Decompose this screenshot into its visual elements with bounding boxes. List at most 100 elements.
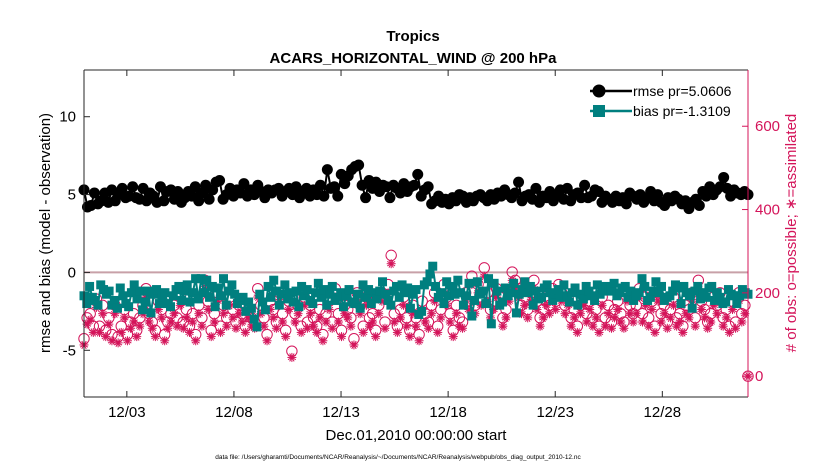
- bias-point: [185, 297, 195, 307]
- rmse-point: [422, 181, 434, 193]
- bias-point: [138, 305, 148, 315]
- bias-point: [394, 292, 404, 302]
- bias-point: [453, 275, 463, 285]
- bias-point: [581, 281, 591, 291]
- obs-assimilated-point: [157, 313, 167, 323]
- bias-point: [152, 285, 162, 295]
- rmse-point: [620, 198, 632, 210]
- bias-point: [458, 300, 468, 310]
- bias-point: [280, 280, 290, 290]
- bias-point: [620, 281, 630, 291]
- bias-point: [157, 292, 167, 302]
- obs-assimilated-point: [268, 313, 278, 323]
- bias-point: [486, 319, 496, 329]
- rmse-point: [314, 179, 326, 191]
- bias-point: [417, 306, 427, 316]
- obs-assimilated-point: [411, 321, 421, 331]
- bias-point: [492, 286, 502, 296]
- obs-assimilated-point: [566, 321, 576, 331]
- obs-assimilated-point: [551, 305, 561, 315]
- obs-assimilated-point: [278, 317, 288, 327]
- bias-point: [179, 286, 189, 296]
- bias-point: [277, 289, 287, 299]
- obs-assimilated-point: [520, 300, 530, 310]
- bias-point: [341, 291, 351, 301]
- bias-point: [698, 288, 708, 298]
- bias-point: [721, 297, 731, 307]
- bias-point: [456, 288, 466, 298]
- bias-point: [90, 295, 100, 305]
- bias-point: [221, 300, 231, 310]
- bias-point: [177, 295, 187, 305]
- obs-assimilated-point: [684, 313, 694, 323]
- bias-point: [447, 281, 457, 291]
- bias-point: [484, 274, 494, 284]
- obs-assimilated-point: [98, 309, 108, 319]
- bias-point: [640, 281, 650, 291]
- bias-point: [333, 292, 343, 302]
- bias-point: [537, 292, 547, 302]
- bias-point: [255, 289, 265, 299]
- y-ticks-right: 0 200 400 600: [742, 118, 780, 385]
- bias-point: [436, 288, 446, 298]
- obs-assimilated-point: [389, 317, 399, 327]
- bias-point: [470, 295, 480, 305]
- bias-point: [272, 286, 282, 296]
- bias-point: [545, 288, 555, 298]
- rmse-point: [203, 193, 215, 205]
- bias-point: [297, 281, 307, 291]
- bias-point: [629, 295, 639, 305]
- obs-assimilated-point: [591, 313, 601, 323]
- obs-assimilated-point: [228, 313, 238, 323]
- bias-point: [509, 278, 519, 288]
- obs-assimilated-point: [343, 313, 353, 323]
- bias-point: [336, 288, 346, 298]
- bias-point: [609, 278, 619, 288]
- bias-point: [634, 288, 644, 298]
- obs-assimilated-point: [458, 323, 468, 333]
- obs-assimilated-point: [132, 332, 142, 342]
- bias-point: [378, 277, 388, 287]
- obs-assimilated-point: [644, 321, 654, 331]
- bias-point: [263, 281, 273, 291]
- bias-point: [623, 292, 633, 302]
- obs-assimilated-point: [638, 317, 648, 327]
- obs-assimilated-point: [423, 323, 433, 333]
- obs-assimilated-point: [113, 338, 123, 348]
- rmse-point: [332, 190, 344, 202]
- bias-point: [710, 295, 720, 305]
- rmse-point: [513, 176, 525, 188]
- obs-assimilated-point: [675, 317, 685, 327]
- bias-point: [428, 261, 438, 271]
- bias-point: [562, 291, 572, 301]
- legend: rmse pr=5.0606 bias pr=-1.3109: [586, 77, 744, 123]
- x-ticks: 12/03 12/08 12/13 12/18 12/23 12/28: [108, 70, 681, 421]
- obs-assimilated-point: [178, 323, 188, 333]
- bias-point: [283, 294, 293, 304]
- obs-assimilated-point: [327, 323, 337, 333]
- x-tick-label: 12/13: [322, 404, 360, 421]
- bias-point: [246, 303, 256, 313]
- bias-point: [188, 288, 198, 298]
- bias-point: [497, 297, 507, 307]
- bias-point: [143, 286, 153, 296]
- bias-point: [182, 280, 192, 290]
- rmse-point: [579, 179, 591, 191]
- bias-point: [559, 280, 569, 290]
- bias-point: [693, 281, 703, 291]
- bias-point: [564, 297, 574, 307]
- x-tick-label: 12/18: [429, 404, 467, 421]
- bias-point: [400, 288, 410, 298]
- y-tick-label-right: 200: [755, 285, 780, 302]
- obs-assimilated-point: [656, 317, 666, 327]
- bias-point: [500, 283, 510, 293]
- obs-assimilated-point: [588, 321, 598, 331]
- obs-assimilated-point: [724, 327, 734, 337]
- x-tick-label: 12/08: [215, 404, 253, 421]
- bias-point: [531, 286, 541, 296]
- bias-point: [450, 289, 460, 299]
- obs-assimilated-point: [166, 317, 176, 327]
- bias-point: [238, 292, 248, 302]
- bias-point: [96, 280, 106, 290]
- obs-assimilated-point: [122, 336, 132, 346]
